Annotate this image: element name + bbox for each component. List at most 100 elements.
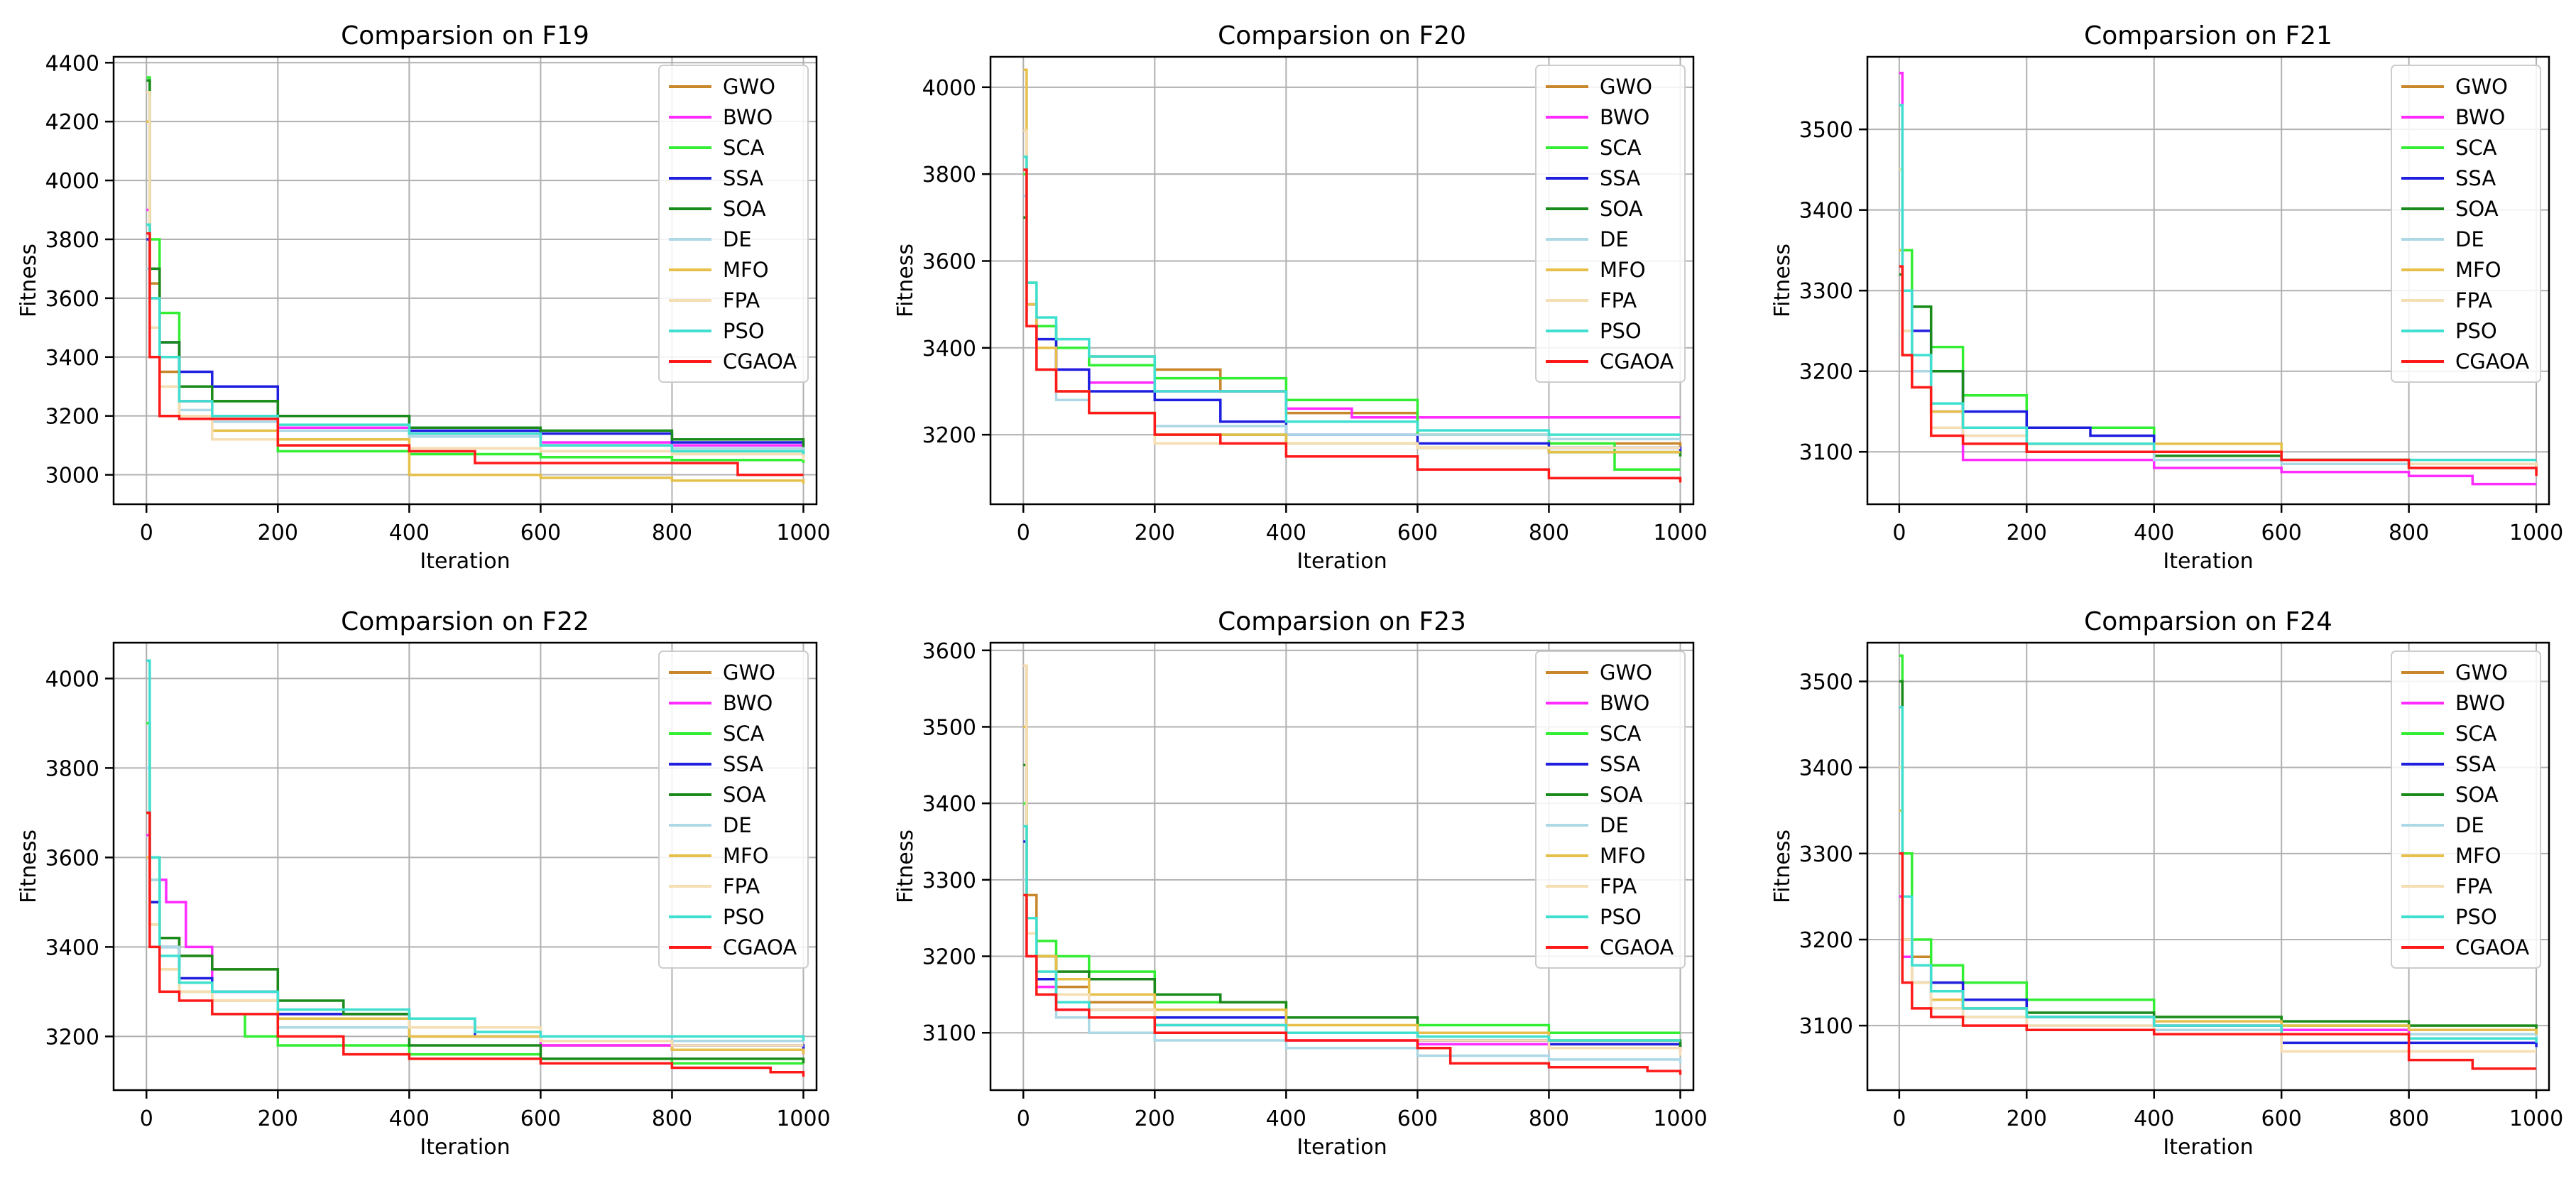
legend-box [2391,65,2541,383]
y-axis-label: Fitness [893,829,918,903]
x-tick-label: 200 [2007,1106,2047,1131]
x-tick-label: 600 [2261,521,2302,545]
legend-label-gwo: GWO [2455,660,2508,685]
subplot-2: 0 200 400 600 800 1000 3200 3400 3600 3800 4000 Com… [893,21,1708,574]
y-tick-label: 3500 [1799,118,1853,143]
legend-label-de: DE [723,813,752,837]
y-tick-label: 3300 [922,869,976,893]
series-line-cgaoa [1899,852,2537,1070]
y-tick-label: 3100 [1799,440,1853,465]
subplot-5: 0 200 400 600 800 1000 3100 3200 3300 3400 3500 360… [893,607,1708,1160]
y-tick-label: 3600 [922,249,976,274]
x-axis-label: Iteration [2163,549,2253,574]
legend-box [658,651,809,969]
legend-label-fpa: FPA [1600,288,1637,312]
legend-box [658,65,809,383]
y-tick-label: 3300 [1799,279,1853,304]
y-axis-label: Fitness [16,829,41,903]
axes-frame [1866,641,2550,1092]
series-group [1899,71,2538,486]
series-group [146,76,805,484]
y-tick-label: 3100 [922,1021,976,1046]
legend-label-cgaoa: CGAOA [1600,935,1674,959]
x-tick-label: 400 [2134,521,2174,545]
axes-frame [989,641,1695,1092]
legend-label-mfo: MFO [2455,258,2501,282]
x-axis-label: Iteration [420,1135,510,1160]
legend-label-ssa: SSA [723,166,763,190]
legend-box [2391,651,2541,969]
y-axis-label: Fitness [1770,244,1795,317]
legend-label-mfo: MFO [2455,844,2501,868]
x-tick-label: 400 [389,1106,430,1131]
x-tick-label: 600 [1397,1106,1438,1131]
x-tick-label: 600 [1397,521,1438,545]
legend-label-bwo: BWO [1600,691,1649,715]
series-group [146,659,805,1077]
legend-box [1535,65,1686,383]
legend-label-soa: SOA [723,783,766,807]
series-line-soa [146,79,805,452]
legend-label-sca: SCA [723,136,765,160]
y-tick-label: 3400 [922,337,976,361]
y-tick-label: 3200 [922,945,976,970]
axes-frame [1866,55,2550,506]
y-tick-label: 4200 [45,110,99,135]
legend-label-mfo: MFO [1600,844,1646,868]
legend-label-sca: SCA [1600,722,1642,746]
legend-label-pso: PSO [723,905,765,929]
chart-title: Comparsion on F21 [2084,21,2332,50]
legend-label-bwo: BWO [2455,105,2505,129]
x-tick-label: 800 [652,521,692,545]
y-tick-label: 4000 [45,169,99,194]
y-tick-label: 3200 [922,423,976,448]
subplot-6: 0 200 400 600 800 1000 3100 3200 3300 3400 3500 Com… [1770,607,2563,1160]
y-tick-label: 3600 [922,639,976,664]
legend-label-gwo: GWO [723,660,775,685]
x-tick-label: 400 [1266,521,1306,545]
legend-label-de: DE [723,227,752,251]
x-tick-label: 600 [520,1106,561,1131]
series-line-pso [1023,155,1681,436]
legend-label-de: DE [2455,227,2484,251]
x-tick-label: 800 [2389,1106,2429,1131]
series-line-cgaoa [1023,168,1682,483]
legend-label-mfo: MFO [1600,258,1646,282]
legend-label-fpa: FPA [723,288,760,312]
y-axis-label: Fitness [1770,829,1795,903]
legend-label-de: DE [2455,813,2484,837]
y-tick-label: 3000 [45,464,99,489]
axes-frame [112,641,818,1092]
x-tick-label: 0 [140,521,153,545]
legend-label-de: DE [1600,227,1629,251]
series-line-pso [146,659,805,1041]
legend-label-mfo: MFO [723,258,769,282]
legend-label-cgaoa: CGAOA [2455,349,2529,374]
x-tick-label: 200 [1135,1106,1175,1131]
y-tick-label: 3100 [1799,1014,1853,1039]
x-tick-label: 0 [1892,521,1906,545]
subplot-4: 0 200 400 600 800 1000 3200 3400 3600 3800 4000 Com… [16,607,831,1160]
series-line-cgaoa [1899,265,2538,477]
x-tick-label: 1000 [776,1106,830,1131]
x-tick-label: 400 [1266,1106,1306,1131]
x-tick-label: 800 [652,1106,692,1131]
y-tick-label: 3400 [922,792,976,817]
legend-label-pso: PSO [1600,905,1642,929]
legend-label-gwo: GWO [1600,75,1652,99]
x-axis-label: Iteration [420,549,510,574]
x-tick-label: 800 [1529,1106,1569,1131]
y-tick-label: 3400 [1799,756,1853,781]
series-line-cgaoa [146,811,805,1077]
legend-label-ssa: SSA [2455,166,2496,190]
y-tick-label: 3200 [45,1025,99,1050]
legend-label-bwo: BWO [2455,691,2505,715]
legend-label-de: DE [1600,813,1629,837]
legend-label-fpa: FPA [2455,874,2492,898]
legend-label-bwo: BWO [723,691,773,715]
x-tick-label: 600 [520,521,561,545]
series-line-fpa [146,811,804,1047]
x-tick-label: 400 [2134,1106,2174,1131]
y-axis-label: Fitness [893,244,918,317]
series-line-cgaoa [146,232,804,477]
